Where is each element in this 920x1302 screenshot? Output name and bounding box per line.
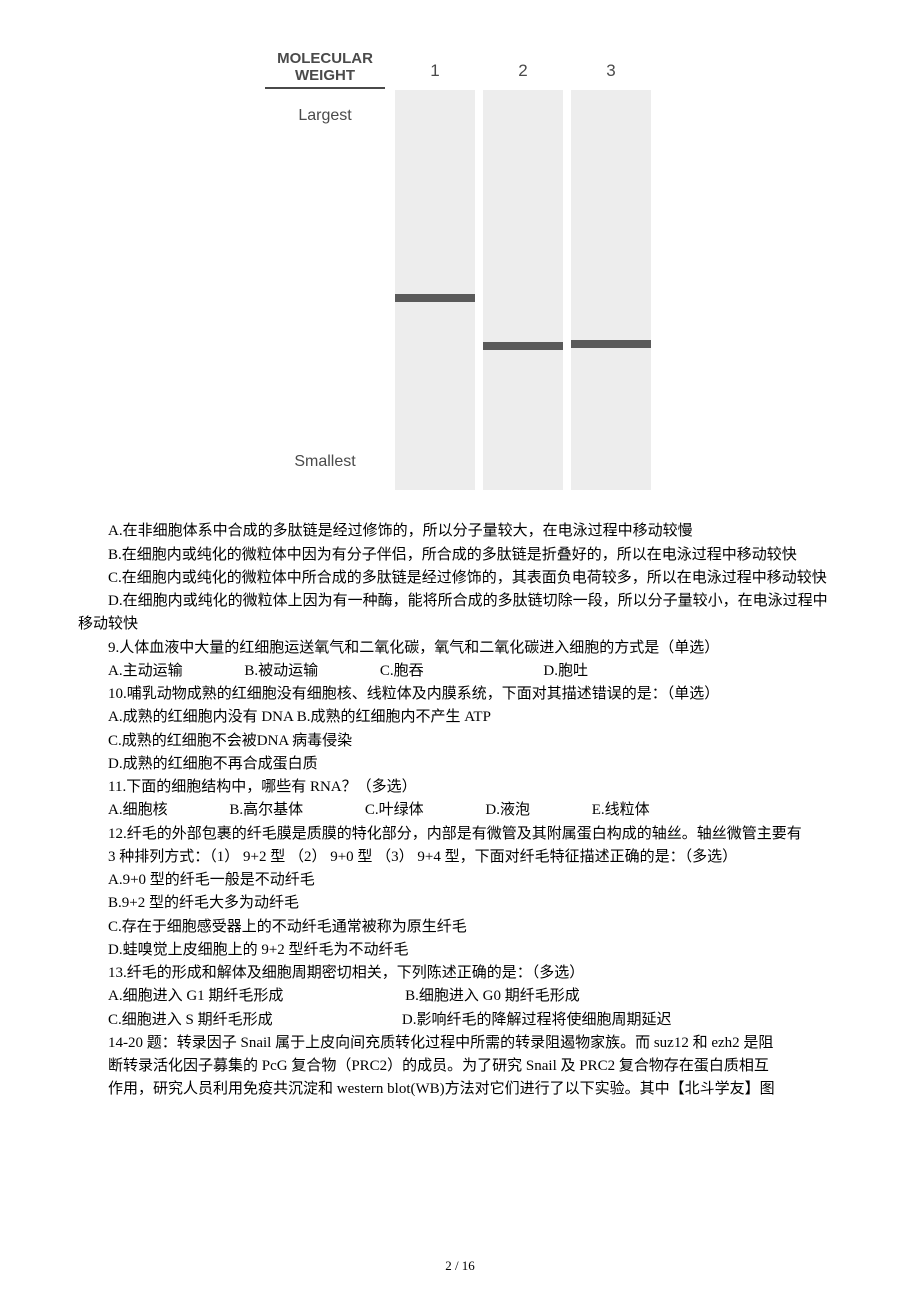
- q9: 9.人体血液中大量的红细胞运送氧气和二氧化碳，氧气和二氧化碳进入细胞的方式是（单…: [78, 637, 842, 660]
- gel-figure: MOLECULAR WEIGHT Largest Smallest 1 2 3: [78, 50, 842, 504]
- page-number: 2 / 16: [0, 1256, 920, 1276]
- q10-ab: A.成熟的红细胞内没有 DNA B.成熟的红细胞内不产生 ATP: [78, 706, 842, 729]
- gel-diagram: MOLECULAR WEIGHT Largest Smallest 1 2 3: [265, 50, 655, 496]
- lane-2: [483, 90, 563, 490]
- q12-c: C.存在于细胞感受器上的不动纤毛通常被称为原生纤毛: [78, 916, 842, 939]
- q13-row2: C.细胞进入 S 期纤毛形成 D.影响纤毛的降解过程将使细胞周期延迟: [78, 1009, 842, 1032]
- q13-b: B.细胞进入 G0 期纤毛形成: [405, 988, 580, 1004]
- opt-c-l1: C.在细胞内或纯化的微粒体中所合成的多肽链是经过修饰的，其表面负电荷较多，所以在…: [78, 567, 842, 590]
- label-smallest: Smallest: [265, 450, 385, 475]
- band-1: [395, 294, 475, 302]
- mw-header-line2: WEIGHT: [295, 67, 355, 84]
- q12-l2: 3 种排列方式：（1） 9+2 型 （2） 9+0 型 （3） 9+4 型，下面…: [78, 846, 842, 869]
- label-largest: Largest: [265, 104, 385, 129]
- q13: 13.纤毛的形成和解体及细胞周期密切相关，下列陈述正确的是：（多选）: [78, 962, 842, 985]
- lane-header-3: 3: [571, 58, 651, 84]
- q12-l1: 12.纤毛的外部包裹的纤毛膜是质膜的特化部分，内部是有微管及其附属蛋白构成的轴丝…: [78, 823, 842, 846]
- q12-a: A.9+0 型的纤毛一般是不动纤毛: [78, 869, 842, 892]
- q10-d: D.成熟的红细胞不再合成蛋白质: [78, 753, 842, 776]
- opt-a: A.在非细胞体系中合成的多肽链是经过修饰的，所以分子量较大，在电泳过程中移动较慢: [78, 520, 842, 543]
- q13-a: A.细胞进入 G1 期纤毛形成: [108, 988, 283, 1004]
- opt-b-l1: B.在细胞内或纯化的微粒体中因为有分子伴侣，所合成的多肽链是折叠好的，所以在电泳…: [78, 544, 842, 567]
- q13-c: C.细胞进入 S 期纤毛形成: [108, 1012, 273, 1028]
- opt-d: D.在细胞内或纯化的微粒体上因为有一种酶，能将所合成的多肽链切除一段，所以分子量…: [78, 593, 828, 632]
- q14-l2: 断转录活化因子募集的 PcG 复合物（PRC2）的成员。为了研究 Snail 及…: [78, 1055, 842, 1078]
- lane-header-2: 2: [483, 58, 563, 84]
- q11-d: D.液泡: [485, 802, 530, 818]
- q9-options: A.主动运输 B.被动运输 C.胞吞 D.胞吐: [78, 660, 842, 683]
- q13-row1: A.细胞进入 G1 期纤毛形成 B.细胞进入 G0 期纤毛形成: [78, 985, 842, 1008]
- q14-l1: 14-20 题：转录因子 Snail 属于上皮向间充质转化过程中所需的转录阻遏物…: [78, 1032, 842, 1055]
- mw-header: MOLECULAR WEIGHT: [265, 50, 385, 89]
- q9-c: C.胞吞: [380, 663, 424, 679]
- q10: 10.哺乳动物成熟的红细胞没有细胞核、线粒体及内膜系统，下面对其描述错误的是：（…: [78, 683, 842, 706]
- lane-header-1: 1: [395, 58, 475, 84]
- mw-header-line1: MOLECULAR: [277, 50, 373, 67]
- body-text: A.在非细胞体系中合成的多肽链是经过修饰的，所以分子量较大，在电泳过程中移动较慢…: [78, 520, 842, 1101]
- mw-column: MOLECULAR WEIGHT: [265, 50, 385, 89]
- q9-d: D.胞吐: [543, 663, 588, 679]
- q13-d: D.影响纤毛的降解过程将使细胞周期延迟: [402, 1012, 672, 1028]
- lane-1: [395, 90, 475, 490]
- band-2: [483, 342, 563, 350]
- q11-a: A.细胞核: [108, 802, 168, 818]
- lane-3: [571, 90, 651, 490]
- q12-d: D.蛙嗅觉上皮细胞上的 9+2 型纤毛为不动纤毛: [78, 939, 842, 962]
- q11-e: E.线粒体: [592, 802, 650, 818]
- q10-c: C.成熟的红细胞不会被DNA 病毒侵染: [78, 730, 842, 753]
- opt-b: B.在细胞内或纯化的微粒体中因为有分子伴侣，所合成的多肽链是折叠好的，所以在电泳…: [108, 547, 797, 563]
- q11: 11.下面的细胞结构中，哪些有 RNA？（多选）: [78, 776, 842, 799]
- band-3: [571, 340, 651, 348]
- q9-b: B.被动运输: [244, 663, 318, 679]
- opt-c: C.在细胞内或纯化的微粒体中所合成的多肽链是经过修饰的，其表面负电荷较多，所以在…: [108, 570, 827, 586]
- q14-l3: 作用，研究人员利用免疫共沉淀和 western blot(WB)方法对它们进行了…: [78, 1078, 842, 1101]
- q12-b: B.9+2 型的纤毛大多为动纤毛: [78, 892, 842, 915]
- q11-options: A.细胞核 B.高尔基体 C.叶绿体 D.液泡 E.线粒体: [78, 799, 842, 822]
- q11-b: B.高尔基体: [229, 802, 303, 818]
- q9-a: A.主动运输: [108, 663, 183, 679]
- opt-d-l1: D.在细胞内或纯化的微粒体上因为有一种酶，能将所合成的多肽链切除一段，所以分子量…: [78, 590, 842, 637]
- q11-c: C.叶绿体: [365, 802, 424, 818]
